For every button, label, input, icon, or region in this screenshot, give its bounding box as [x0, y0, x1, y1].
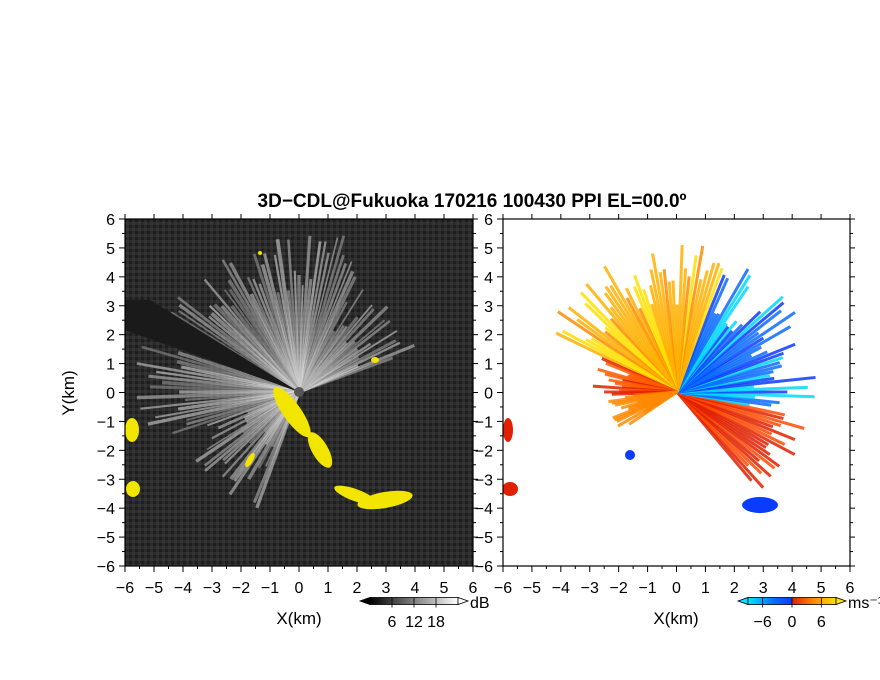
velocity-blob [625, 450, 635, 460]
x-tick-label: −4 [174, 580, 192, 597]
colorbar-low-arrow [358, 596, 371, 606]
colorbar-tick-label: 6 [817, 614, 826, 631]
shadow-sector [125, 300, 299, 392]
reflectivity-ylabel: Y(km) [59, 370, 78, 415]
colorbar-tick-label: 6 [388, 614, 397, 631]
reflectivity-highlight [371, 357, 379, 363]
y-tick-label: 1 [484, 357, 493, 374]
reflectivity-highlight [126, 481, 140, 497]
reflectivity-highlight [357, 490, 413, 510]
y-tick-label: −2 [97, 443, 115, 460]
x-tick-label: 4 [411, 580, 420, 597]
y-tick-label: 0 [484, 386, 493, 403]
reflectivity-highlight [245, 452, 255, 468]
x-tick-label: −4 [552, 580, 570, 597]
reflectivity-ray [297, 235, 346, 393]
velocity-axes: −6−6 −5 −5 −4 −4 −3 −3 −2 −2 −1 −1 0 0 1 1 2 2 3 3 4 4 5 5 6 6 [475, 212, 855, 597]
y-tick-label: −6 [97, 559, 115, 576]
x-tick-label: 4 [788, 580, 797, 597]
colorbar-unit: dB [470, 595, 490, 612]
y-tick-label: −5 [475, 530, 493, 547]
figure-title: 3D−CDL@Fukuoka 170216 100430 PPI EL=00.0… [258, 191, 687, 212]
x-tick-label: −3 [581, 580, 599, 597]
radar-center [294, 387, 304, 397]
colorbar-high-arrow [835, 596, 848, 606]
reflectivity-field [125, 235, 415, 510]
y-tick-label: −5 [97, 530, 115, 547]
y-tick-label: 2 [106, 328, 115, 345]
x-tick-label: 6 [469, 580, 478, 597]
velocity-ray [628, 390, 678, 426]
x-tick-label: 2 [353, 580, 362, 597]
x-tick-label: 0 [672, 580, 681, 597]
x-tick-label: −6 [494, 580, 512, 597]
y-tick-label: 4 [484, 270, 493, 287]
colorbar-tick-label: 0 [788, 614, 797, 631]
colorbar-low-arrow [736, 596, 749, 606]
y-tick-label: 6 [106, 212, 115, 229]
y-tick-label: −3 [97, 472, 115, 489]
x-tick-label: −1 [261, 580, 279, 597]
y-tick-label: −4 [97, 501, 115, 518]
y-tick-label: −6 [475, 559, 493, 576]
x-tick-label: −2 [232, 580, 250, 597]
reflectivity-highlight [273, 386, 311, 438]
x-tick-label: 3 [759, 580, 768, 597]
velocity-colorbar: −6 0 6 ms⁻¹ [736, 595, 880, 631]
y-tick-label: 5 [484, 241, 493, 258]
y-tick-label: −4 [475, 501, 493, 518]
y-tick-label: −1 [97, 414, 115, 431]
x-tick-label: 3 [382, 580, 391, 597]
y-tick-label: 3 [106, 299, 115, 316]
colorbar-unit: ms⁻¹ [848, 595, 880, 612]
x-tick-label: −3 [203, 580, 221, 597]
x-tick-label: −6 [116, 580, 134, 597]
y-tick-label: 2 [484, 328, 493, 345]
x-tick-label: −2 [610, 580, 628, 597]
reflectivity-highlight [307, 432, 333, 468]
reflectivity-ray [297, 235, 312, 393]
reflectivity-xlabel: X(km) [276, 609, 321, 628]
x-tick-label: 1 [324, 580, 333, 597]
colorbar-tick-label: 18 [427, 614, 445, 631]
y-tick-label: 5 [106, 241, 115, 258]
x-tick-label: 5 [440, 580, 449, 597]
x-tick-label: −1 [638, 580, 656, 597]
colorbar-high-arrow [457, 596, 470, 606]
y-tick-label: 4 [106, 270, 115, 287]
velocity-blob [503, 418, 513, 442]
velocity-blob [503, 482, 518, 496]
x-tick-label: 2 [730, 580, 739, 597]
x-tick-label: 0 [295, 580, 304, 597]
reflectivity-highlight [258, 251, 262, 255]
velocity-blob [742, 497, 778, 513]
reflectivity-highlight [125, 418, 139, 442]
y-tick-label: 3 [484, 299, 493, 316]
velocity-field [503, 245, 816, 513]
reflectivity-ray [147, 390, 300, 426]
x-tick-label: 6 [846, 580, 855, 597]
velocity-xlabel: X(km) [653, 609, 698, 628]
y-tick-label: −3 [475, 472, 493, 489]
y-tick-label: −1 [475, 414, 493, 431]
reflectivity-axes: −6−6 −5 −5 −4 −4 −3 −3 −2 −2 −1 −1 0 0 1 1 2 2 3 3 4 4 5 5 6 6 [97, 212, 478, 597]
colorbar-tick-label: 12 [405, 614, 423, 631]
reflectivity-colorbar: 6 12 18 dB [358, 595, 490, 631]
colorbar-tick-label: −6 [754, 614, 772, 631]
y-tick-label: −2 [475, 443, 493, 460]
x-tick-label: −5 [145, 580, 163, 597]
y-tick-label: 1 [106, 357, 115, 374]
y-tick-label: 6 [484, 212, 493, 229]
x-tick-label: 1 [701, 580, 710, 597]
x-tick-label: −5 [523, 580, 541, 597]
x-tick-label: 5 [817, 580, 826, 597]
y-tick-label: 0 [106, 386, 115, 403]
